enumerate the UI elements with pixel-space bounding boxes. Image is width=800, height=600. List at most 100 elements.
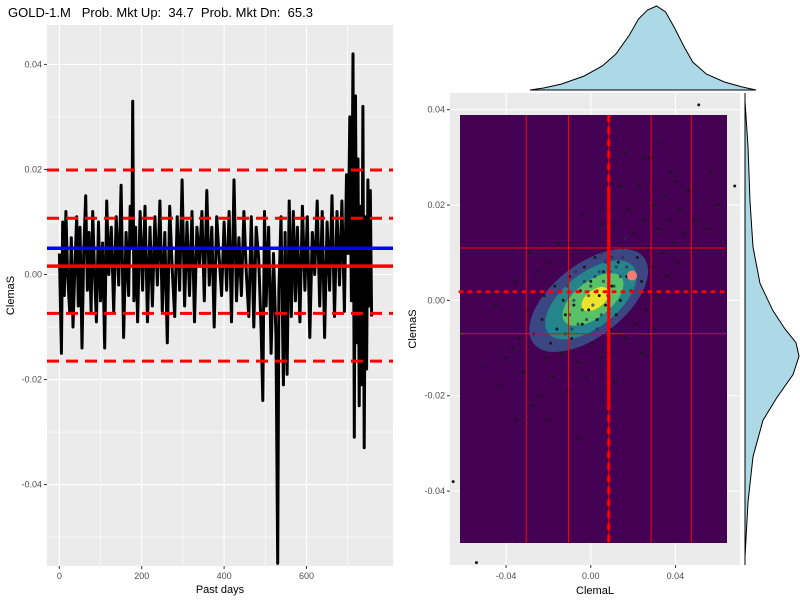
right-y-axis-label: ClemaS xyxy=(407,309,419,348)
scatter-point xyxy=(709,170,713,174)
scatter-point xyxy=(659,141,663,145)
density-point xyxy=(603,260,608,264)
scatter-point xyxy=(631,232,635,236)
density-point xyxy=(570,327,574,331)
scatter-point xyxy=(682,232,686,236)
scatter-point xyxy=(599,356,603,360)
scatter-point xyxy=(546,260,550,264)
density-point xyxy=(572,298,576,302)
left-tick-labels: 0 200 400 600 -0.04 -0.02 0.00 0.02 0.04 xyxy=(21,59,314,581)
scatter-point xyxy=(513,279,517,283)
scatter-point xyxy=(597,294,601,298)
scatter-point xyxy=(676,260,680,264)
density-point xyxy=(595,327,599,331)
scatter-point xyxy=(623,337,627,341)
x-tick-label: 0 xyxy=(57,571,62,581)
scatter-point xyxy=(627,208,631,212)
y-tick-label: 0.02 xyxy=(427,200,445,210)
scatter-point xyxy=(557,241,561,245)
density-point xyxy=(614,265,618,269)
scatter-point xyxy=(644,308,648,312)
time-series-panel: 0 200 400 600 -0.04 -0.02 0.00 0.02 0.04 GOLD-1.… xyxy=(5,5,393,596)
scatter-point xyxy=(529,403,533,407)
scatter-point xyxy=(604,303,608,307)
y-tick-label: 0.00 xyxy=(427,295,445,305)
scatter-point xyxy=(642,155,646,159)
density-point xyxy=(591,303,595,307)
x-tick-label: 600 xyxy=(299,571,314,581)
scatter-point xyxy=(576,360,580,364)
scatter-point xyxy=(551,375,555,379)
scatter-point xyxy=(637,184,641,188)
scatter-point xyxy=(474,561,478,565)
scatter-point xyxy=(614,379,618,383)
scatter-point xyxy=(542,294,546,298)
scatter-point xyxy=(652,327,656,331)
density-point xyxy=(582,279,587,283)
chart-title: GOLD-1.M Prob. Mkt Up: 34.7 Prob. Mkt Dn… xyxy=(8,5,313,20)
scatter-point xyxy=(582,265,586,269)
scatter-point xyxy=(559,351,563,355)
scatter-point xyxy=(555,327,559,331)
scatter-point xyxy=(642,217,646,221)
x-tick-label: 0.04 xyxy=(667,571,685,581)
scatter-point xyxy=(510,346,514,350)
scatter-point xyxy=(633,322,637,326)
left-y-axis-label: ClemaS xyxy=(5,276,17,315)
y-tick-label: 0.02 xyxy=(24,164,42,174)
right-x-axis-label: ClemaL xyxy=(576,585,614,597)
density-point xyxy=(601,279,606,283)
scatter-point xyxy=(561,298,565,302)
y-tick-label: 0.00 xyxy=(24,269,42,279)
scatter-point xyxy=(595,317,599,321)
scatter-point xyxy=(671,241,675,245)
y-tick-label: 0.04 xyxy=(24,59,42,69)
scatter-point xyxy=(498,384,502,388)
scatter-point xyxy=(669,170,673,174)
density-level xyxy=(581,286,609,312)
scatter-point xyxy=(549,341,553,345)
scatter-point xyxy=(661,251,665,255)
scatter-point xyxy=(640,351,644,355)
density-point xyxy=(574,270,578,274)
scatter-point xyxy=(610,284,614,288)
scatter-point xyxy=(657,227,661,231)
density-point xyxy=(593,274,597,279)
density-point xyxy=(576,322,580,326)
scatter-point xyxy=(697,103,701,107)
scatter-point xyxy=(585,375,589,379)
scatter-point xyxy=(614,313,618,317)
scatter-point xyxy=(618,298,622,302)
scatter-point xyxy=(451,480,455,484)
scatter-point xyxy=(527,251,531,255)
right-reference-lines xyxy=(458,115,729,543)
scatter-point xyxy=(665,275,669,279)
scatter-point xyxy=(654,294,658,298)
x-tick-label: 200 xyxy=(134,571,149,581)
right-tick-labels: -0.04 0.00 0.04 -0.04 -0.02 0.00 0.02 0.04 xyxy=(424,105,684,581)
left-x-axis-label: Past days xyxy=(196,584,245,596)
scatter-point xyxy=(570,337,574,341)
scatter-point xyxy=(593,255,597,259)
scatter-point xyxy=(673,179,677,183)
scatter-point xyxy=(546,418,550,422)
y-tick-label: -0.02 xyxy=(424,391,445,401)
density-point xyxy=(599,251,603,255)
scatter-point xyxy=(587,308,591,312)
scatter-point xyxy=(733,184,737,188)
scatter-point xyxy=(616,260,620,264)
left-reference-lines-top xyxy=(47,168,393,363)
scatter-point xyxy=(563,313,567,317)
scatter-point xyxy=(576,437,580,441)
title-part: 34.7 xyxy=(161,5,194,20)
y-tick-label: -0.02 xyxy=(21,375,42,385)
density-point xyxy=(610,255,614,260)
density-point xyxy=(589,284,593,288)
scatter-point xyxy=(599,222,603,226)
scatter-point xyxy=(705,227,709,231)
scatter-point xyxy=(591,341,595,345)
scatter-point xyxy=(589,279,593,283)
scatter-point xyxy=(536,270,540,274)
scatter-point xyxy=(695,217,699,221)
